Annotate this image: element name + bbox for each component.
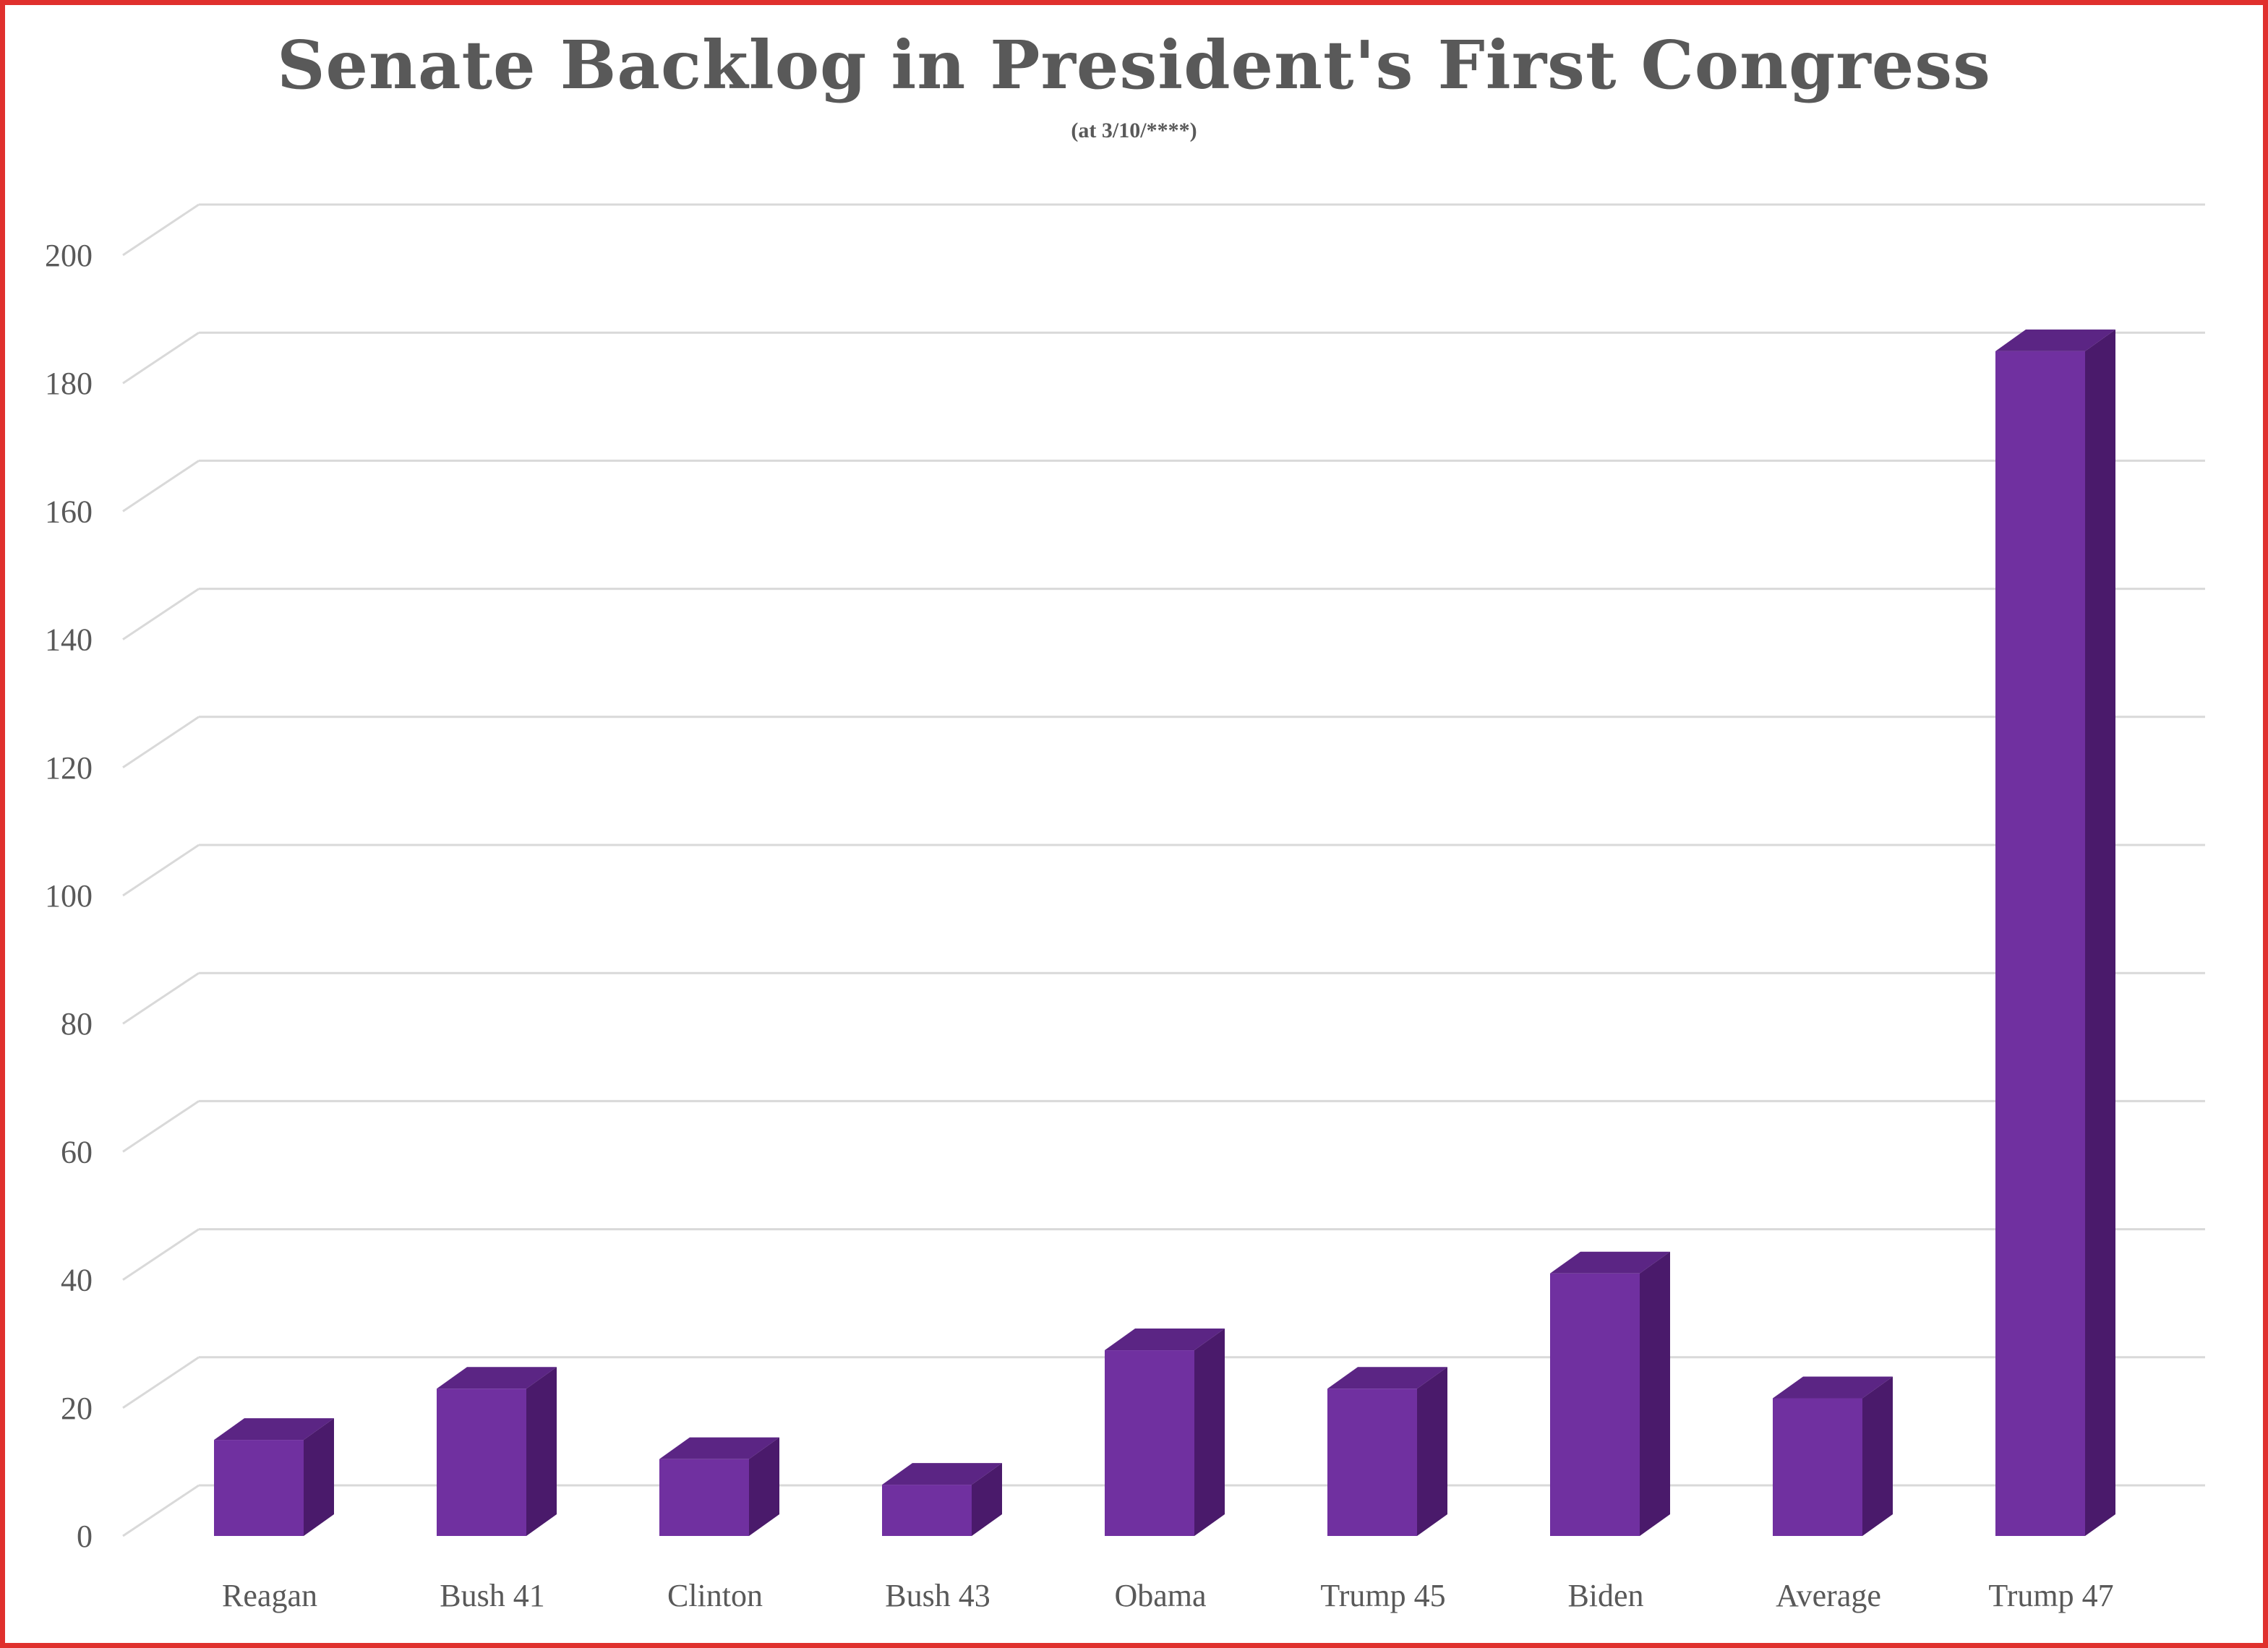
bar-top xyxy=(1995,329,2115,351)
bar-front xyxy=(1773,1398,1862,1536)
bar xyxy=(1550,1251,1670,1536)
bar xyxy=(437,1367,557,1536)
bar-top xyxy=(882,1463,1002,1485)
bar-top xyxy=(437,1367,557,1389)
bar-side xyxy=(749,1437,779,1536)
bar xyxy=(1995,329,2115,1536)
x-tick-label: Bush 41 xyxy=(440,1578,544,1613)
chart-title: Senate Backlog in President's First Cong… xyxy=(277,26,1991,104)
gridline-diagonal xyxy=(122,971,200,1025)
bar-front xyxy=(1995,351,2085,1536)
bar-side xyxy=(1417,1367,1447,1536)
gridline-diagonal xyxy=(122,460,200,512)
bar-side xyxy=(526,1367,557,1536)
bars xyxy=(214,329,2115,1536)
bar-side xyxy=(1862,1376,1893,1536)
x-tick-label: Bush 43 xyxy=(885,1578,990,1613)
gridline-diagonal xyxy=(122,1484,200,1537)
x-tick-label: Trump 45 xyxy=(1320,1578,1445,1613)
bar-top xyxy=(1773,1376,1893,1399)
x-tick-label: Biden xyxy=(1567,1578,1643,1613)
bar-side xyxy=(2085,329,2115,1536)
bar-front xyxy=(882,1485,972,1536)
y-tick-label: 180 xyxy=(45,366,93,401)
bar-front xyxy=(437,1389,526,1536)
y-tick-label: 0 xyxy=(77,1519,93,1554)
x-tick-label: Trump 47 xyxy=(1988,1578,2113,1613)
bar xyxy=(882,1463,1002,1536)
x-tick-label: Reagan xyxy=(222,1578,317,1613)
gridline-diagonal xyxy=(122,331,200,385)
bar xyxy=(214,1418,334,1536)
y-tick-label: 80 xyxy=(61,1006,93,1042)
y-axis-ticks: 0 20 40 60 80 100 120 140 160 180 200 xyxy=(45,238,93,1554)
bar-side xyxy=(304,1418,334,1536)
y-tick-label: 60 xyxy=(61,1134,93,1170)
x-tick-label: Average xyxy=(1776,1578,1881,1613)
bar-top xyxy=(214,1418,334,1441)
y-tick-label: 40 xyxy=(61,1263,93,1298)
bar-front xyxy=(659,1459,749,1536)
x-tick-label: Clinton xyxy=(667,1578,763,1613)
x-axis-labels: Reagan Bush 41 Clinton Bush 43 Obama Trump 45… xyxy=(222,1578,2114,1613)
gridline-diagonal xyxy=(122,1356,200,1409)
y-tick-label: 20 xyxy=(61,1391,93,1426)
y-tick-label: 140 xyxy=(45,622,93,658)
bar-side xyxy=(1194,1329,1225,1536)
bar xyxy=(1105,1329,1225,1536)
bar-front xyxy=(1327,1389,1417,1536)
bar-front xyxy=(1105,1350,1194,1536)
y-tick-label: 120 xyxy=(45,750,93,786)
gridline-diagonal xyxy=(122,716,200,769)
bar-front xyxy=(1550,1273,1640,1536)
bar-front xyxy=(214,1440,304,1536)
gridline-diagonal xyxy=(122,844,200,897)
gridline-diagonal xyxy=(122,1100,200,1153)
bar xyxy=(1773,1376,1893,1536)
gridline-diagonal xyxy=(122,588,200,640)
bar-top xyxy=(1550,1251,1670,1274)
y-tick-label: 200 xyxy=(45,238,93,273)
bar xyxy=(1327,1367,1447,1536)
bar-top xyxy=(659,1437,779,1459)
gridline-diagonal xyxy=(122,1228,200,1281)
gridline-diagonal xyxy=(122,203,200,257)
y-tick-label: 100 xyxy=(45,878,93,914)
bar-top xyxy=(1327,1367,1447,1389)
bar-top xyxy=(1105,1329,1225,1351)
chart-subtitle: (at 3/10/****) xyxy=(1071,119,1197,142)
bar-side xyxy=(1640,1251,1670,1536)
y-tick-label: 160 xyxy=(45,494,93,529)
x-tick-label: Obama xyxy=(1114,1578,1206,1613)
bar xyxy=(659,1437,779,1536)
bar-side xyxy=(972,1463,1002,1536)
